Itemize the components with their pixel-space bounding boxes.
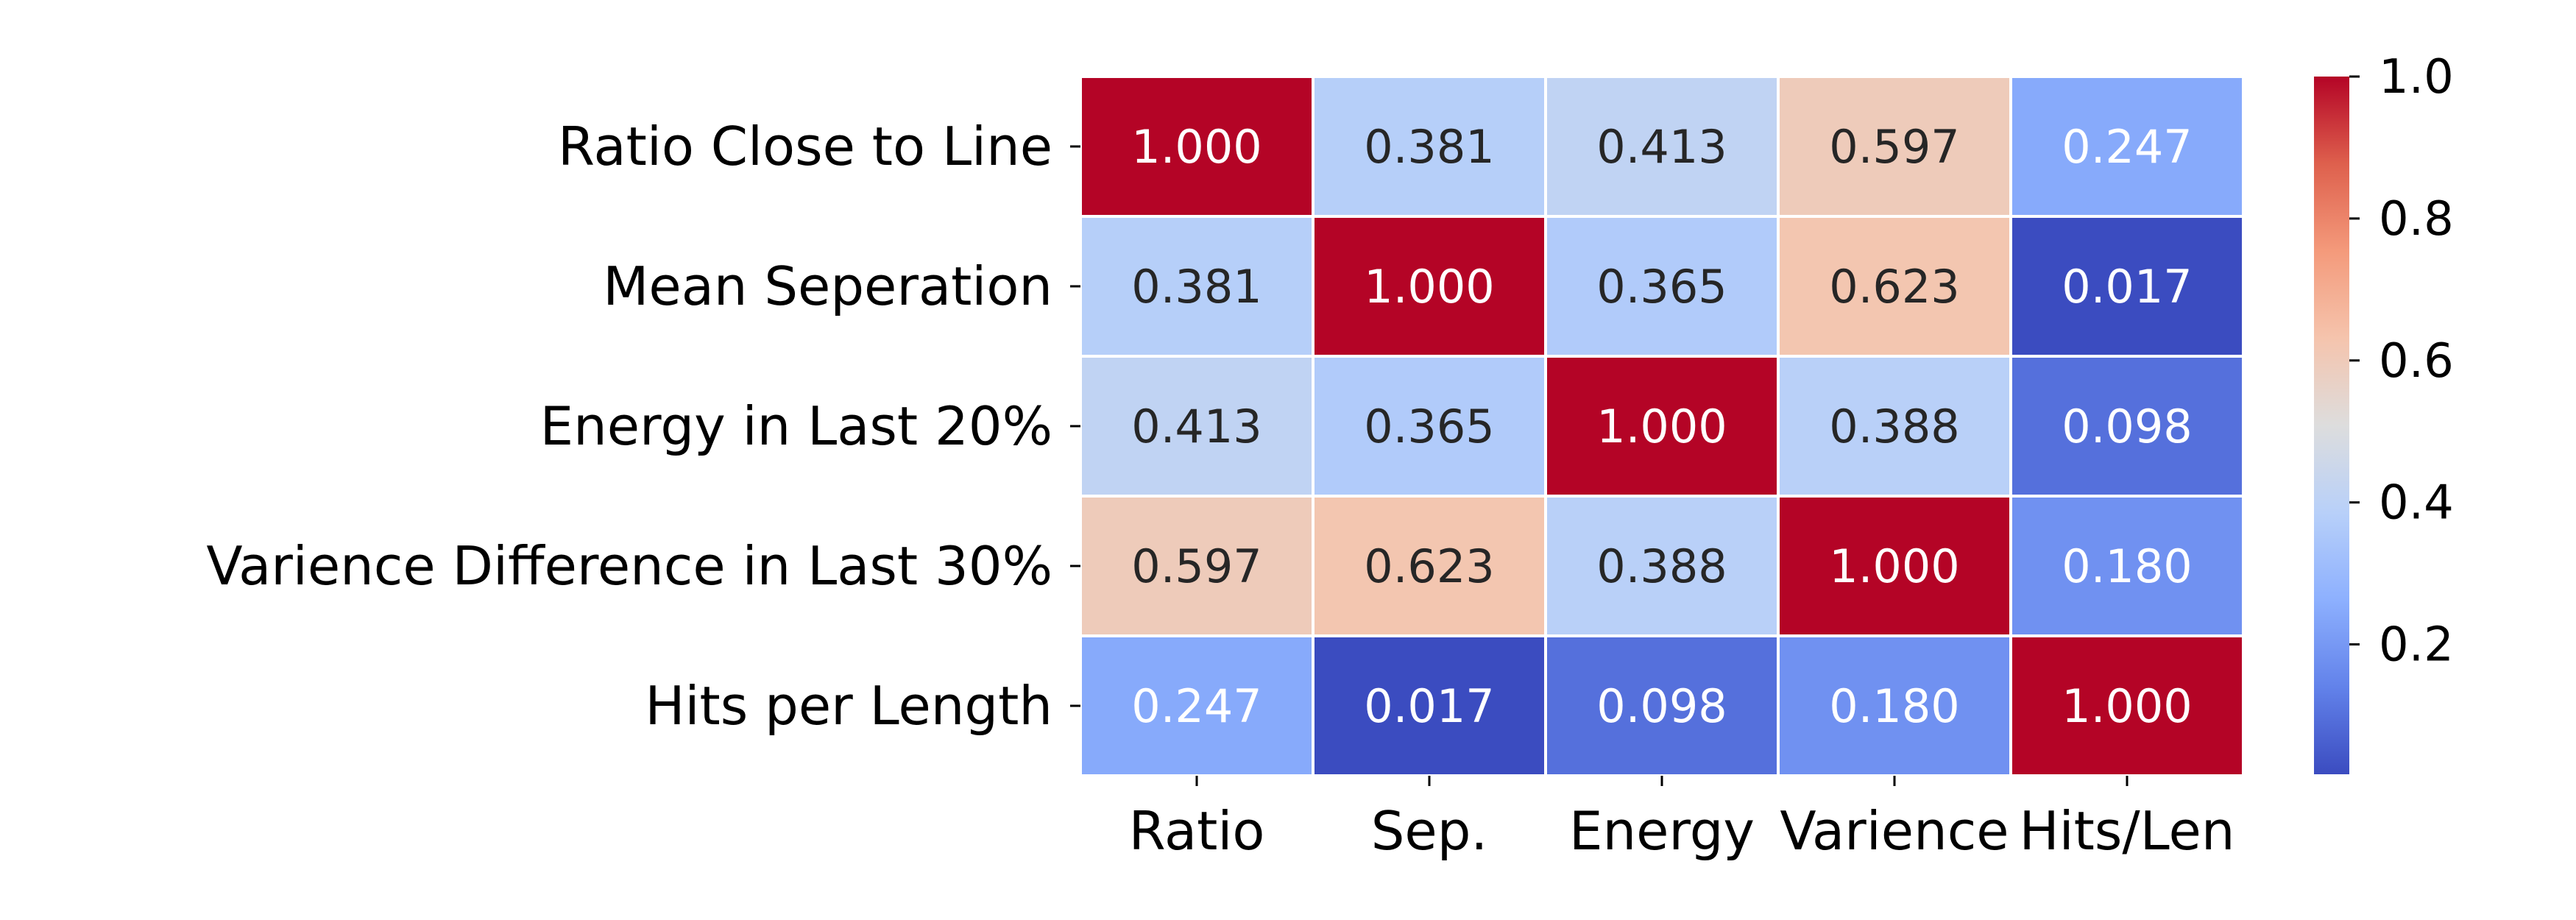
row-axis: Ratio Close to Line Mean Seperation Energy… bbox=[206, 116, 1080, 737]
heatmap-cell-r3-c1 bbox=[1312, 495, 1547, 637]
row-label-4: Hits per Length bbox=[645, 675, 1052, 737]
cell-value-label-r4-c3: 0.180 bbox=[1829, 679, 1960, 733]
heatmap-cell-r0-c0 bbox=[1079, 75, 1314, 218]
colorbar-tick-label-1: 0.4 bbox=[2379, 476, 2454, 531]
heatmap-cell-r0-c1 bbox=[1312, 75, 1547, 218]
colorbar-tick-label-0: 0.2 bbox=[2379, 618, 2454, 673]
heatmap-cells: 1.000 0.381 0.413 0.597 0.247 0.381 1.000 0.365… bbox=[1079, 75, 2245, 777]
cell-value-label-r1-c0: 0.381 bbox=[1131, 260, 1262, 314]
colorbar-gradient bbox=[2314, 77, 2349, 774]
heatmap-cell-r3-c4 bbox=[2009, 495, 2245, 637]
cell-value-label-r4-c1: 0.017 bbox=[1364, 679, 1495, 733]
cell-value-label-r2-c2: 1.000 bbox=[1596, 400, 1727, 453]
cell-value-label-r1-c3: 0.623 bbox=[1829, 260, 1960, 314]
column-label-4: Hits/Len bbox=[2020, 800, 2235, 862]
heatmap-cell-r4-c0 bbox=[1079, 634, 1314, 777]
cell-value-label-r1-c4: 0.017 bbox=[2062, 260, 2193, 314]
colorbar-tick-label-3: 0.8 bbox=[2379, 192, 2454, 247]
cell-value-label-r4-c4: 1.000 bbox=[2062, 679, 2193, 733]
column-axis: Ratio Sep. Energy Varience Hits/Len bbox=[1129, 776, 2235, 862]
cell-value-label-r2-c4: 0.098 bbox=[2062, 400, 2193, 453]
cell-value-label-r3-c0: 0.597 bbox=[1131, 539, 1262, 593]
cell-value-label-r4-c2: 0.098 bbox=[1596, 679, 1727, 733]
colorbar-tick-label-4: 1.0 bbox=[2379, 50, 2454, 105]
cell-value-label-r2-c3: 0.388 bbox=[1829, 400, 1960, 453]
row-label-0: Ratio Close to Line bbox=[558, 116, 1052, 177]
cell-value-label-r0-c0: 1.000 bbox=[1131, 120, 1262, 174]
column-label-0: Ratio bbox=[1129, 800, 1265, 862]
heatmap-cell-r2-c1 bbox=[1312, 355, 1547, 498]
cell-value-label-r2-c1: 0.365 bbox=[1364, 400, 1495, 453]
heatmap-cell-r1-c4 bbox=[2009, 215, 2245, 358]
heatmap-cell-r4-c4 bbox=[2009, 634, 2245, 777]
cell-value-label-r1-c2: 0.365 bbox=[1596, 260, 1727, 314]
cell-value-label-r1-c1: 1.000 bbox=[1364, 260, 1495, 314]
column-label-3: Varience bbox=[1780, 800, 2009, 862]
column-label-2: Energy bbox=[1569, 800, 1755, 862]
cell-value-label-r0-c1: 0.381 bbox=[1364, 120, 1495, 174]
cell-value-label-r0-c4: 0.247 bbox=[2062, 120, 2193, 174]
heatmap-cell-r4-c2 bbox=[1544, 634, 1780, 777]
heatmap-cell-r4-c1 bbox=[1312, 634, 1547, 777]
row-label-3: Varience Difference in Last 30% bbox=[206, 535, 1052, 597]
heatmap-cell-r3-c2 bbox=[1544, 495, 1780, 637]
heatmap-cell-r2-c3 bbox=[1777, 355, 2012, 498]
cell-value-label-r3-c2: 0.388 bbox=[1596, 539, 1727, 593]
heatmap-cell-r3-c3 bbox=[1777, 495, 2012, 637]
colorbar: 0.2 0.4 0.6 0.8 1.0 bbox=[2314, 50, 2454, 774]
cell-value-label-r0-c2: 0.413 bbox=[1596, 120, 1727, 174]
column-label-1: Sep. bbox=[1371, 800, 1488, 862]
cell-value-label-r3-c1: 0.623 bbox=[1364, 539, 1495, 593]
colorbar-tick-label-2: 0.6 bbox=[2379, 334, 2454, 389]
row-label-1: Mean Seperation bbox=[603, 255, 1052, 317]
heatmap-cell-r1-c2 bbox=[1544, 215, 1780, 358]
cell-value-label-r3-c3: 1.000 bbox=[1829, 539, 1960, 593]
heatmap-cell-r0-c2 bbox=[1544, 75, 1780, 218]
row-label-2: Energy in Last 20% bbox=[540, 395, 1052, 457]
cell-value-label-r4-c0: 0.247 bbox=[1131, 679, 1262, 733]
cell-value-label-r0-c3: 0.597 bbox=[1829, 120, 1960, 174]
cell-value-label-r3-c4: 0.180 bbox=[2062, 539, 2193, 593]
cell-value-label-r2-c0: 0.413 bbox=[1131, 400, 1262, 453]
